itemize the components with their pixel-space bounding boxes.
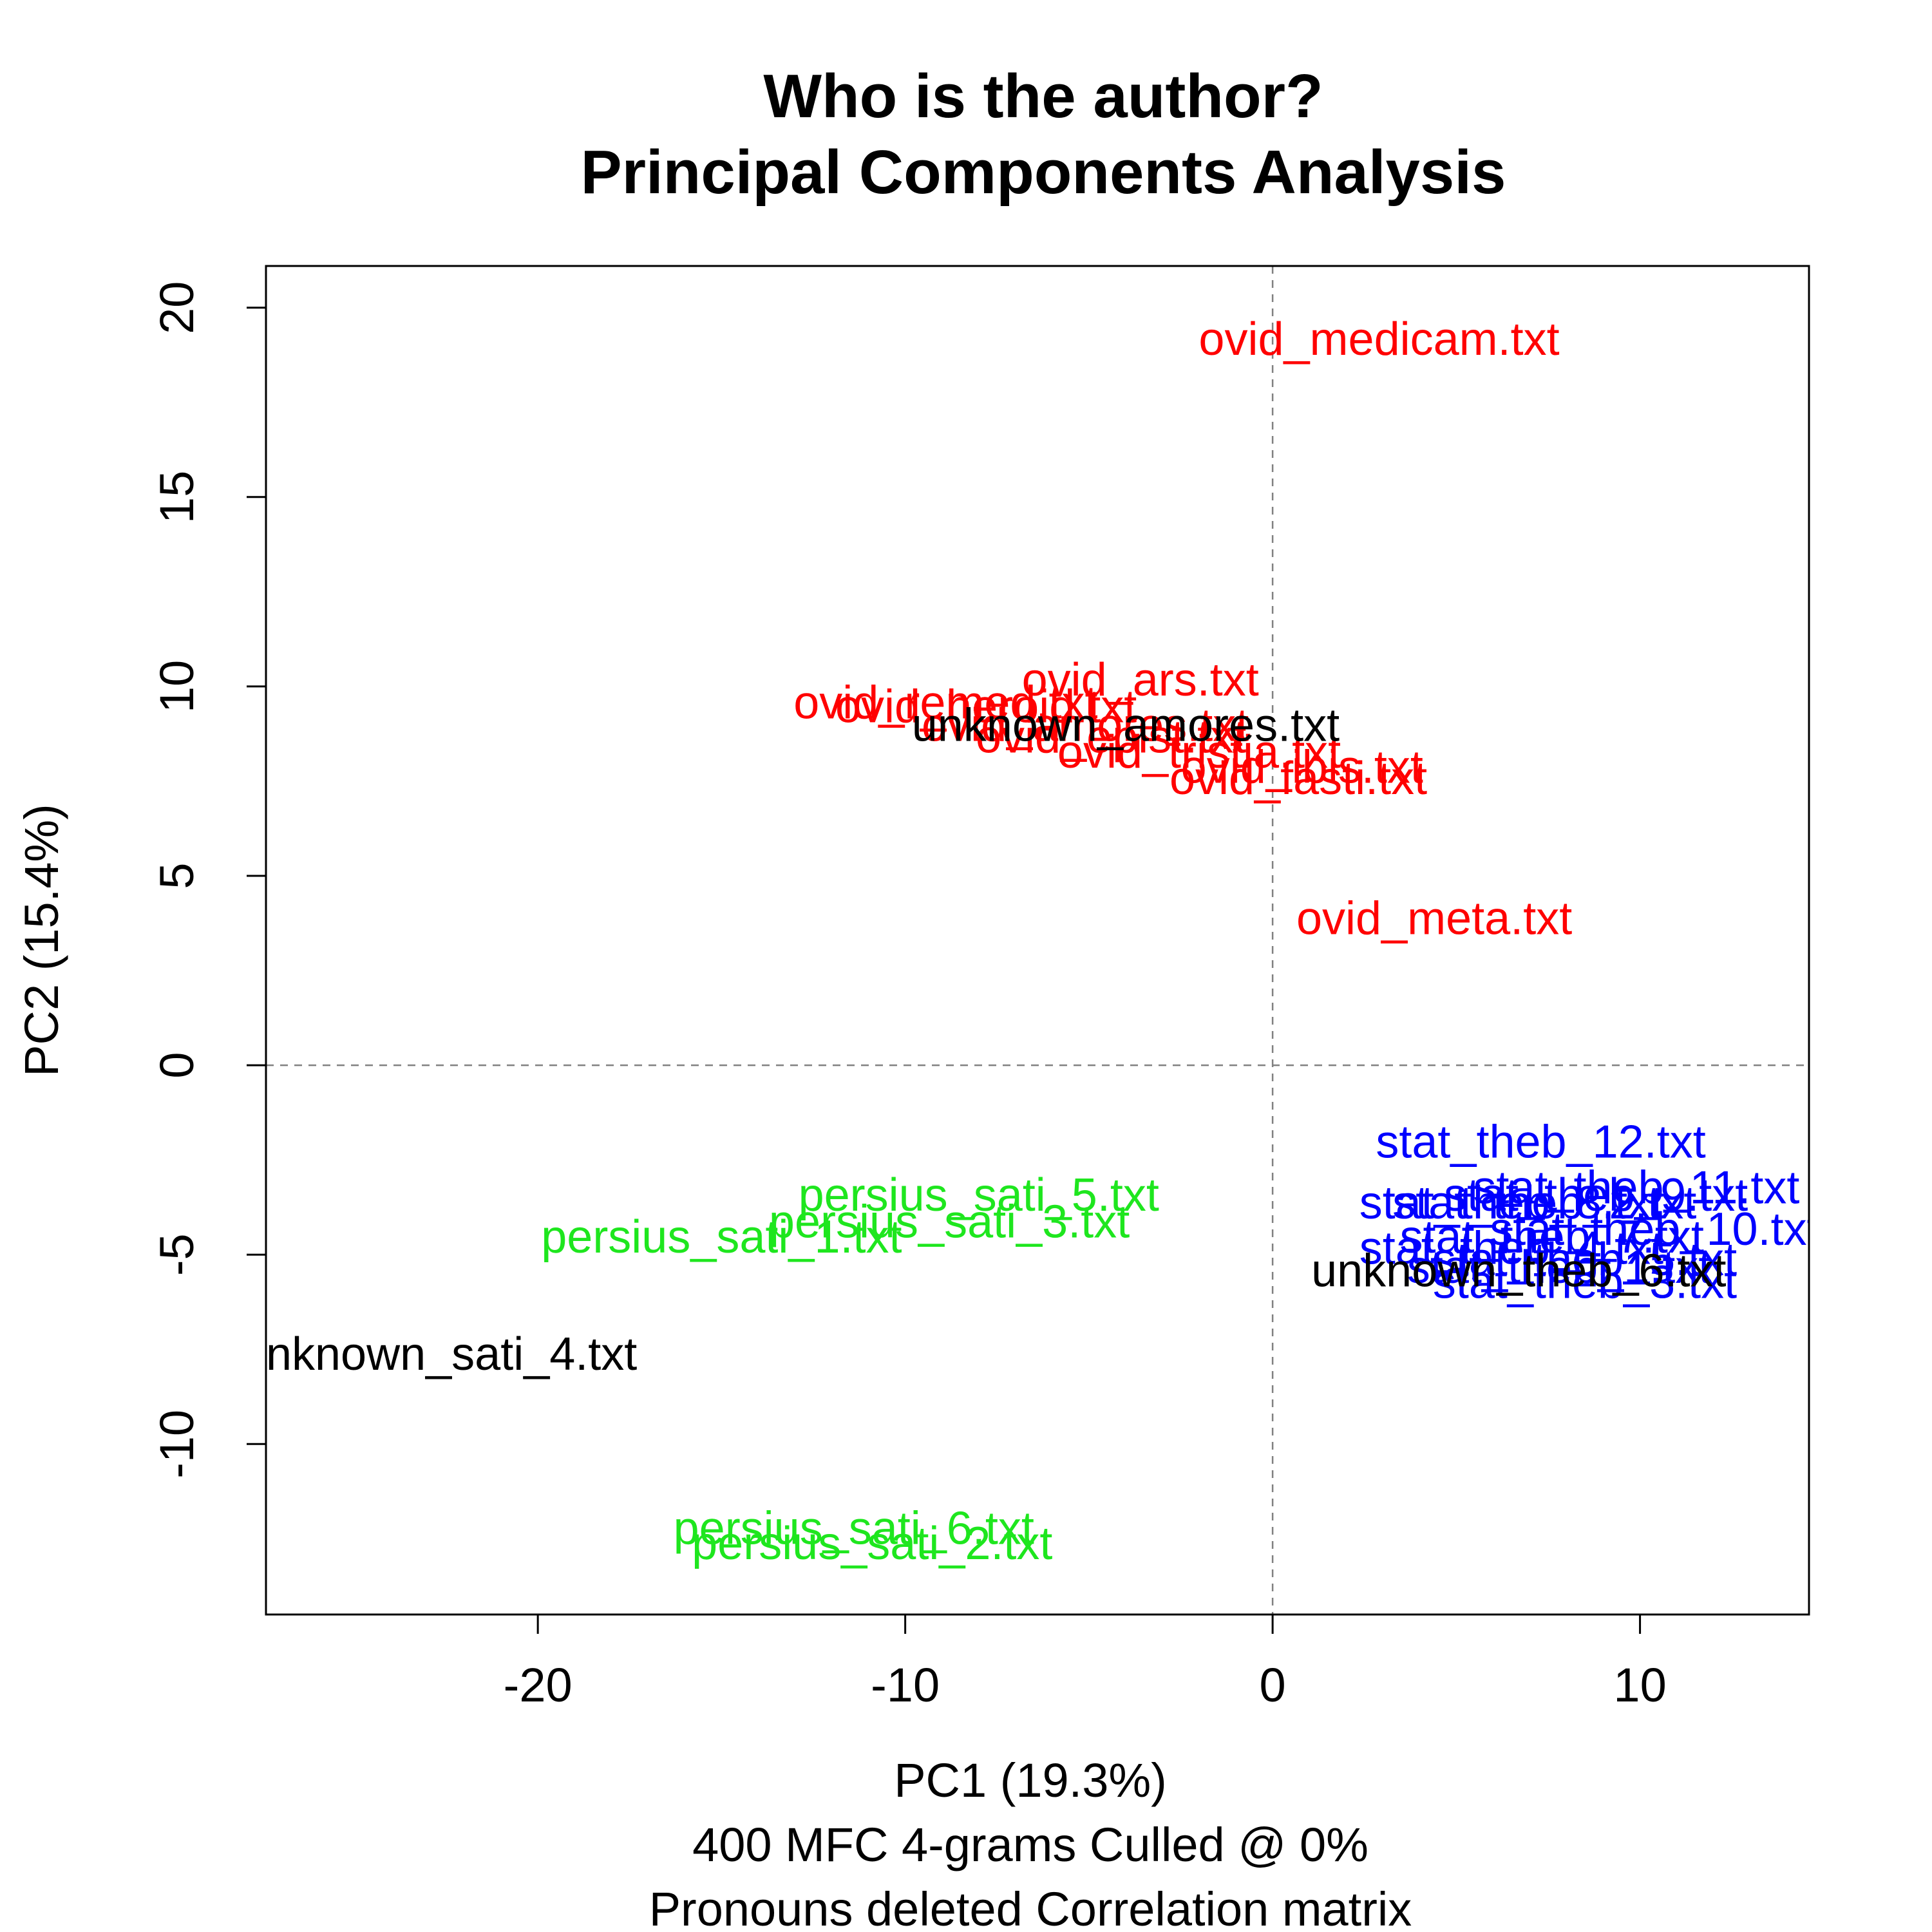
chart-subtitle: Principal Components Analysis [581, 138, 1506, 207]
x-axis: -20 -10 0 10 [504, 1613, 1667, 1712]
point-label: unknown_theb_6.txt [1311, 1245, 1726, 1297]
point-label: unknown_amores.txt [912, 700, 1340, 752]
point-label: stat_theb_4.txt [1359, 1222, 1663, 1274]
chart-title: Who is the author? [763, 62, 1323, 131]
y-tick-label: -5 [150, 1233, 204, 1276]
y-tick-label: -10 [150, 1410, 204, 1479]
point-label: persius_sati_2.txt [692, 1518, 1052, 1569]
x-tick-label: 0 [1260, 1658, 1286, 1712]
point-label: ovid_ibis.txt [1181, 741, 1423, 793]
point-label: stat_theb_1.txt [1407, 1242, 1711, 1293]
point-label: stat_theb_9.txt [1444, 1170, 1748, 1221]
x-tick-label: -20 [504, 1658, 573, 1712]
point-label: unknown_sati_4.txt [240, 1329, 637, 1380]
caption-line-2: Pronouns deleted Correlation matrix [649, 1882, 1412, 1932]
point-label: ovid_meta.txt [1296, 893, 1572, 945]
point-label: ovid_tristia.txt [1057, 726, 1341, 778]
x-axis-title: PC1 (19.3%) [894, 1754, 1167, 1807]
y-axis: -10 -5 0 5 10 15 20 [150, 281, 267, 1479]
point-label: stat_theb_12.txt [1376, 1117, 1705, 1168]
y-tick-label: 5 [150, 862, 204, 889]
point-label: persius_sati_6.txt [674, 1503, 1034, 1555]
zero-reference-lines [266, 266, 1809, 1615]
y-tick-label: 15 [150, 471, 204, 524]
point-label: stat_theb_5.txt [1433, 1234, 1737, 1285]
point-label: stat_theb_3.txt [1433, 1256, 1737, 1308]
point-label: stat_theb_11.txt [1473, 1162, 1799, 1213]
point-label: ovid_remed.txt [793, 677, 1097, 728]
point-label: persius_sati_3.txt [769, 1196, 1130, 1247]
y-tick-label: 20 [150, 281, 204, 334]
point-label: ovid_ars.txt [1022, 654, 1259, 706]
point-label: ovid_heroid.txt [835, 681, 1137, 732]
plot-frame [265, 265, 1810, 1616]
point-label: stat_theb_10.txt [1490, 1204, 1819, 1255]
point-label: ovid_amores.txt [922, 700, 1249, 752]
point-label: stat_theb_8.txt [1359, 1177, 1663, 1229]
y-tick-label: 10 [150, 660, 204, 713]
y-axis-title: PC2 (15.4%) [15, 804, 68, 1077]
point-label: stat_theb_2.txt [1392, 1177, 1696, 1229]
point-label: persius_sati_5.txt [799, 1170, 1159, 1221]
point-label: ovid_fasti.txt [1170, 753, 1427, 804]
point-label: ovid_medicam.txt [1198, 314, 1559, 365]
data-labels: ovid_medicam.txt ovid_ars.txtovid_remed.t… [240, 314, 1819, 1569]
point-label: stat_theb_7.txt [1400, 1211, 1704, 1263]
x-tick-label: 10 [1613, 1658, 1666, 1712]
caption-line-1: 400 MFC 4-grams Culled @ 0% [692, 1818, 1368, 1871]
point-label: persius_sati_1.txt [541, 1211, 902, 1263]
point-label: ovid_epist.txt [976, 711, 1246, 762]
y-tick-label: 0 [150, 1052, 204, 1079]
x-tick-label: -10 [871, 1658, 940, 1712]
